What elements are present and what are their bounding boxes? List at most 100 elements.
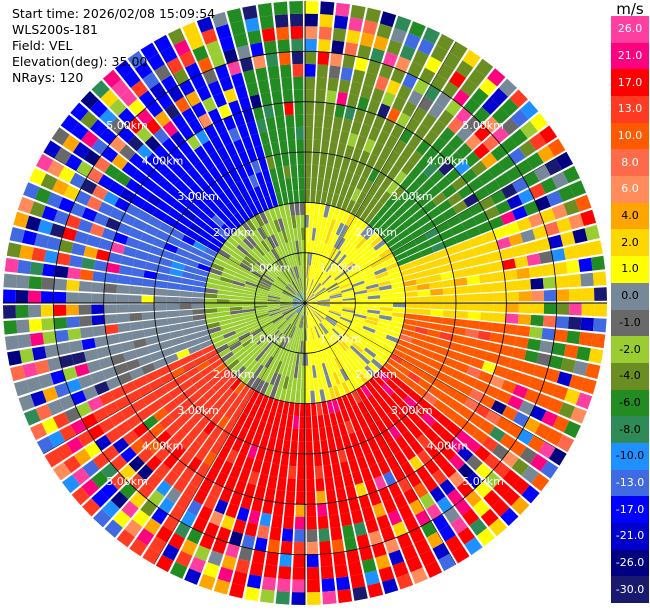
range-gate-cell <box>252 330 265 340</box>
range-gate-cell <box>366 251 379 262</box>
range-gate-cell <box>192 516 208 533</box>
range-gate-cell <box>318 165 326 179</box>
range-gate-cell <box>260 320 273 329</box>
range-gate-cell <box>336 209 346 223</box>
range-gate-cell <box>493 226 508 240</box>
range-gate-cell <box>203 224 217 237</box>
range-gate-cell <box>63 455 81 474</box>
range-gate-cell <box>395 435 409 450</box>
range-gate-cell <box>372 374 386 387</box>
range-gate-cell <box>297 303 305 314</box>
range-gate-cell <box>91 293 104 303</box>
colorbar-segment <box>611 416 649 444</box>
range-gate-cell <box>321 375 328 389</box>
range-gate-cell <box>396 573 414 590</box>
range-gate-cell <box>279 413 288 428</box>
range-gate-cell <box>70 390 87 406</box>
range-gate-cell <box>370 235 383 248</box>
range-gate-cell <box>154 280 169 289</box>
range-gate-cell <box>325 347 334 361</box>
range-gate-cell <box>239 262 252 272</box>
range-gate-cell <box>353 313 367 319</box>
range-gate-cell <box>327 262 337 274</box>
range-gate-cell <box>219 36 235 52</box>
range-gate-cell <box>388 482 403 498</box>
range-gate-cell <box>284 389 292 403</box>
range-gate-cell <box>3 273 18 288</box>
range-gate-cell <box>231 395 244 409</box>
range-gate-cell <box>173 477 189 493</box>
range-gate-cell <box>306 466 315 480</box>
range-gate-cell <box>351 390 362 404</box>
range-gate-cell <box>218 347 232 358</box>
range-gate-cell <box>361 506 375 522</box>
range-gate-cell <box>309 378 315 391</box>
range-gate-cell <box>342 524 355 539</box>
range-gate-cell <box>555 152 574 170</box>
range-gate-cell <box>220 323 234 331</box>
range-gate-cell <box>231 344 244 355</box>
range-gate-cell <box>351 188 362 202</box>
range-gate-cell <box>387 266 401 276</box>
range-gate-cell <box>179 434 195 450</box>
range-gate-cell <box>555 275 569 288</box>
range-gate-cell <box>92 452 110 470</box>
range-gate-cell <box>350 202 361 216</box>
range-gate-cell <box>326 284 339 292</box>
range-gate-cell <box>306 529 318 543</box>
range-gate-cell <box>202 96 217 113</box>
range-gate-cell <box>273 281 285 290</box>
range-gate-cell <box>428 102 445 119</box>
range-gate-cell <box>233 139 246 154</box>
range-gate-cell <box>326 400 335 414</box>
range-gate-cell <box>205 282 219 290</box>
range-gate-cell <box>320 439 329 454</box>
range-gate-cell <box>141 295 155 303</box>
range-gate-cell <box>253 185 264 200</box>
range-gate-cell <box>156 365 171 378</box>
range-gate-cell <box>429 316 443 324</box>
range-gate-cell <box>303 265 305 278</box>
range-gate-cell <box>358 334 371 344</box>
range-gate-cell <box>493 365 509 379</box>
range-gate-cell <box>172 201 187 215</box>
range-gate-cell <box>316 291 328 298</box>
range-gate-cell <box>386 150 400 166</box>
range-gate-cell <box>228 255 242 266</box>
range-gate-cell <box>282 401 290 415</box>
range-gate-cell <box>523 200 540 216</box>
range-gate-cell <box>206 277 220 285</box>
range-gate-cell <box>315 241 321 255</box>
range-gate-cell <box>344 536 358 552</box>
range-gate-cell <box>352 359 364 371</box>
range-gate-cell <box>115 395 131 410</box>
range-gate-cell <box>327 332 337 344</box>
range-gate-cell <box>456 142 473 159</box>
range-gate-cell <box>154 64 172 82</box>
range-gate-cell <box>54 265 69 278</box>
range-gate-cell <box>152 208 168 222</box>
range-gate-cell <box>318 350 325 364</box>
range-gate-cell <box>530 453 548 472</box>
range-gate-cell <box>453 391 469 405</box>
range-gate-cell <box>527 435 545 453</box>
range-gate-cell <box>466 320 481 330</box>
range-gate-cell <box>500 210 516 225</box>
range-gate-cell <box>355 303 368 306</box>
range-gate-cell <box>179 290 193 298</box>
range-gate-cell <box>284 310 296 319</box>
range-gate-cell <box>223 330 236 339</box>
range-gate-cell <box>363 247 376 259</box>
range-gate-cell <box>360 384 372 398</box>
range-gate-cell <box>305 299 318 303</box>
range-gate-cell <box>179 284 193 292</box>
range-gate-cell <box>338 280 351 288</box>
range-gate-cell <box>106 262 121 274</box>
range-gate-cell <box>274 387 283 401</box>
range-gate-cell <box>263 237 274 251</box>
range-gate-cell <box>99 127 117 145</box>
range-gate-cell <box>316 216 323 229</box>
ring-label: 3.00km <box>391 404 433 417</box>
range-gate-cell <box>246 574 262 589</box>
range-gate-cell <box>460 345 476 357</box>
